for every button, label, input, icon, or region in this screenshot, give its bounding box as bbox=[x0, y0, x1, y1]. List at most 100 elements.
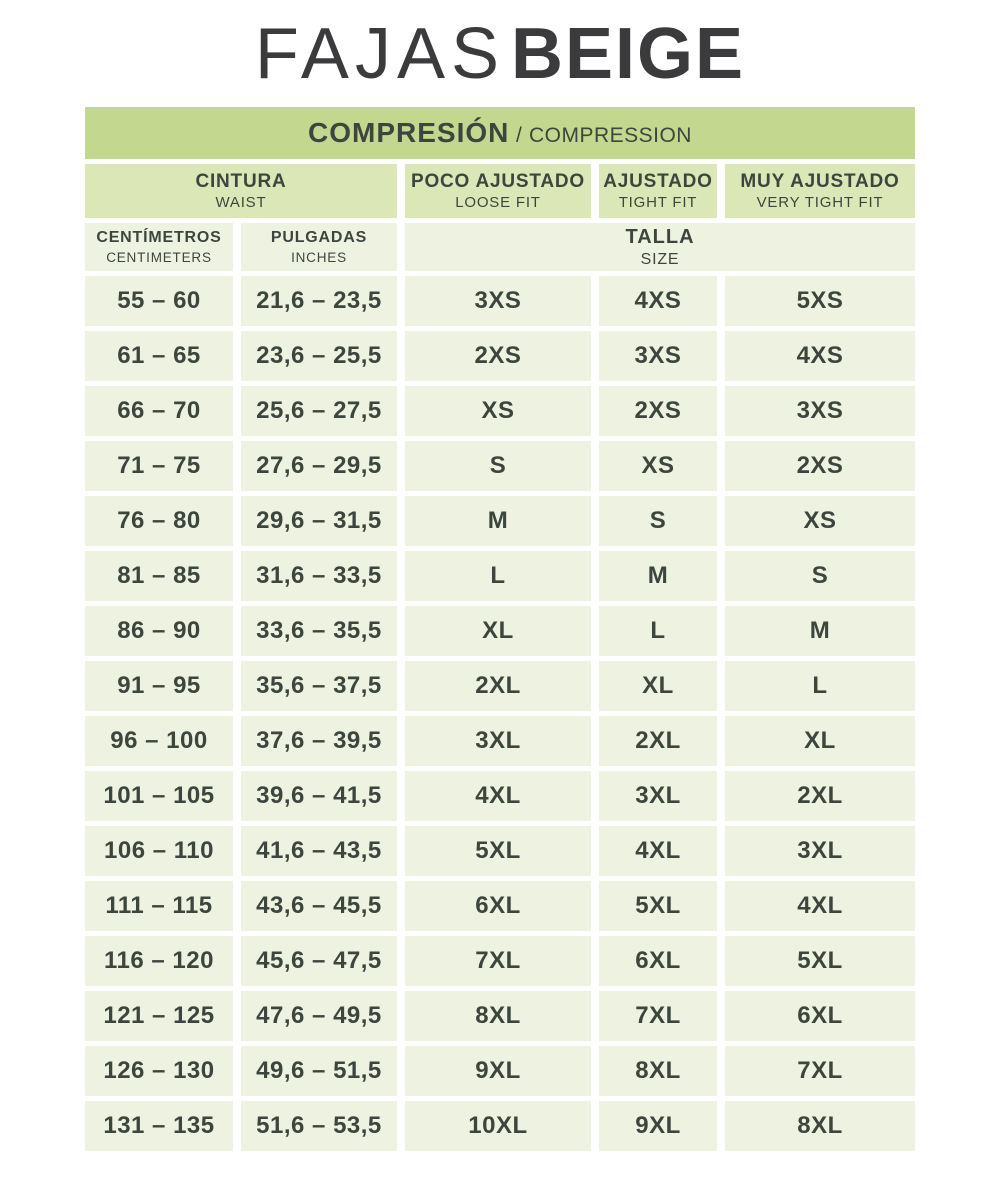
unit-header-inches-en: INCHES bbox=[291, 249, 347, 265]
cell-tight-fit-size: 4XS bbox=[598, 276, 717, 327]
table-row: 101 – 105 39,6 – 41,5 4XL 3XL 2XL bbox=[84, 771, 916, 822]
group-header-waist-es: CINTURA bbox=[195, 171, 287, 193]
cell-centimeters: 131 – 135 bbox=[84, 1101, 233, 1152]
cell-tight-fit-size: 3XS bbox=[598, 331, 717, 382]
unit-header-inches-es: PULGADAS bbox=[270, 229, 368, 247]
unit-header-size: TALLA SIZE bbox=[404, 223, 916, 272]
cell-very-tight-fit-size: M bbox=[724, 606, 916, 657]
cell-centimeters: 106 – 110 bbox=[84, 826, 233, 877]
table-row: 91 – 95 35,6 – 37,5 2XL XL L bbox=[84, 661, 916, 712]
main-header-row: COMPRESIÓN / COMPRESSION bbox=[84, 107, 916, 160]
table-row: 126 – 130 49,6 – 51,5 9XL 8XL 7XL bbox=[84, 1046, 916, 1097]
cell-very-tight-fit-size: 8XL bbox=[724, 1101, 916, 1152]
table-row: 106 – 110 41,6 – 43,5 5XL 4XL 3XL bbox=[84, 826, 916, 877]
cell-tight-fit-size: 4XL bbox=[598, 826, 717, 877]
cell-very-tight-fit-size: 3XS bbox=[724, 386, 916, 437]
unit-header-centimeters: CENTÍMETROS CENTIMETERS bbox=[84, 223, 233, 272]
unit-header-size-en: SIZE bbox=[640, 250, 680, 268]
table-row: 76 – 80 29,6 – 31,5 M S XS bbox=[84, 496, 916, 547]
cell-very-tight-fit-size: 2XS bbox=[724, 441, 916, 492]
table-row: 121 – 125 47,6 – 49,5 8XL 7XL 6XL bbox=[84, 991, 916, 1042]
table-row: 111 – 115 43,6 – 45,5 6XL 5XL 4XL bbox=[84, 881, 916, 932]
cell-inches: 47,6 – 49,5 bbox=[240, 991, 397, 1042]
cell-loose-fit-size: 7XL bbox=[404, 936, 591, 987]
group-header-very-tight-fit-en: VERY TIGHT FIT bbox=[756, 193, 884, 211]
table-row: 96 – 100 37,6 – 39,5 3XL 2XL XL bbox=[84, 716, 916, 767]
cell-inches: 21,6 – 23,5 bbox=[240, 276, 397, 327]
cell-inches: 25,6 – 27,5 bbox=[240, 386, 397, 437]
cell-very-tight-fit-size: 4XL bbox=[724, 881, 916, 932]
group-header-loose-fit-en: LOOSE FIT bbox=[455, 193, 541, 211]
group-header-waist-en: WAIST bbox=[215, 193, 267, 211]
cell-very-tight-fit-size: 7XL bbox=[724, 1046, 916, 1097]
cell-inches: 27,6 – 29,5 bbox=[240, 441, 397, 492]
cell-inches: 29,6 – 31,5 bbox=[240, 496, 397, 547]
cell-very-tight-fit-size: 3XL bbox=[724, 826, 916, 877]
cell-centimeters: 55 – 60 bbox=[84, 276, 233, 327]
main-header-es: COMPRESIÓN bbox=[308, 117, 510, 149]
cell-very-tight-fit-size: XS bbox=[724, 496, 916, 547]
cell-tight-fit-size: S bbox=[598, 496, 717, 547]
cell-inches: 49,6 – 51,5 bbox=[240, 1046, 397, 1097]
cell-inches: 43,6 – 45,5 bbox=[240, 881, 397, 932]
cell-loose-fit-size: S bbox=[404, 441, 591, 492]
cell-very-tight-fit-size: L bbox=[724, 661, 916, 712]
cell-centimeters: 71 – 75 bbox=[84, 441, 233, 492]
cell-centimeters: 91 – 95 bbox=[84, 661, 233, 712]
cell-centimeters: 81 – 85 bbox=[84, 551, 233, 602]
cell-loose-fit-size: 3XS bbox=[404, 276, 591, 327]
main-header-en: COMPRESSION bbox=[528, 124, 692, 148]
compression-size-table: COMPRESIÓN / COMPRESSION CINTURA WAIST P… bbox=[77, 102, 923, 1156]
cell-inches: 33,6 – 35,5 bbox=[240, 606, 397, 657]
cell-very-tight-fit-size: XL bbox=[724, 716, 916, 767]
cell-tight-fit-size: XL bbox=[598, 661, 717, 712]
cell-loose-fit-size: 9XL bbox=[404, 1046, 591, 1097]
cell-centimeters: 101 – 105 bbox=[84, 771, 233, 822]
group-header-loose-fit-es: POCO AJUSTADO bbox=[410, 171, 585, 193]
group-header-tight-fit-es: AJUSTADO bbox=[603, 171, 713, 193]
cell-loose-fit-size: 4XL bbox=[404, 771, 591, 822]
cell-loose-fit-size: L bbox=[404, 551, 591, 602]
unit-header-centimeters-es: CENTÍMETROS bbox=[96, 229, 222, 247]
cell-loose-fit-size: XS bbox=[404, 386, 591, 437]
cell-inches: 31,6 – 33,5 bbox=[240, 551, 397, 602]
cell-centimeters: 121 – 125 bbox=[84, 991, 233, 1042]
cell-inches: 35,6 – 37,5 bbox=[240, 661, 397, 712]
table-row: 86 – 90 33,6 – 35,5 XL L M bbox=[84, 606, 916, 657]
cell-loose-fit-size: 2XL bbox=[404, 661, 591, 712]
cell-centimeters: 111 – 115 bbox=[84, 881, 233, 932]
cell-inches: 37,6 – 39,5 bbox=[240, 716, 397, 767]
group-header-very-tight-fit-es: MUY AJUSTADO bbox=[740, 171, 900, 193]
cell-centimeters: 61 – 65 bbox=[84, 331, 233, 382]
cell-very-tight-fit-size: 6XL bbox=[724, 991, 916, 1042]
cell-tight-fit-size: L bbox=[598, 606, 717, 657]
cell-loose-fit-size: 6XL bbox=[404, 881, 591, 932]
cell-tight-fit-size: 3XL bbox=[598, 771, 717, 822]
table-row: 66 – 70 25,6 – 27,5 XS 2XS 3XS bbox=[84, 386, 916, 437]
table-row: 116 – 120 45,6 – 47,5 7XL 6XL 5XL bbox=[84, 936, 916, 987]
page-title: FAJASBEIGE bbox=[0, 16, 1000, 92]
cell-inches: 45,6 – 47,5 bbox=[240, 936, 397, 987]
cell-loose-fit-size: 8XL bbox=[404, 991, 591, 1042]
cell-tight-fit-size: M bbox=[598, 551, 717, 602]
cell-inches: 51,6 – 53,5 bbox=[240, 1101, 397, 1152]
unit-header-centimeters-en: CENTIMETERS bbox=[106, 249, 212, 265]
cell-centimeters: 86 – 90 bbox=[84, 606, 233, 657]
unit-header-size-es: TALLA bbox=[625, 225, 695, 248]
cell-centimeters: 126 – 130 bbox=[84, 1046, 233, 1097]
cell-loose-fit-size: 3XL bbox=[404, 716, 591, 767]
cell-tight-fit-size: 2XL bbox=[598, 716, 717, 767]
cell-centimeters: 96 – 100 bbox=[84, 716, 233, 767]
cell-very-tight-fit-size: 2XL bbox=[724, 771, 916, 822]
cell-centimeters: 116 – 120 bbox=[84, 936, 233, 987]
unit-header-inches: PULGADAS INCHES bbox=[240, 223, 397, 272]
group-header-tight-fit: AJUSTADO TIGHT FIT bbox=[598, 164, 717, 219]
title-product: BEIGE bbox=[511, 14, 746, 94]
group-header-waist: CINTURA WAIST bbox=[84, 164, 397, 219]
cell-tight-fit-size: XS bbox=[598, 441, 717, 492]
group-header-loose-fit: POCO AJUSTADO LOOSE FIT bbox=[404, 164, 591, 219]
group-header-row: CINTURA WAIST POCO AJUSTADO LOOSE FIT AJ… bbox=[84, 164, 916, 219]
cell-very-tight-fit-size: 5XS bbox=[724, 276, 916, 327]
cell-tight-fit-size: 6XL bbox=[598, 936, 717, 987]
